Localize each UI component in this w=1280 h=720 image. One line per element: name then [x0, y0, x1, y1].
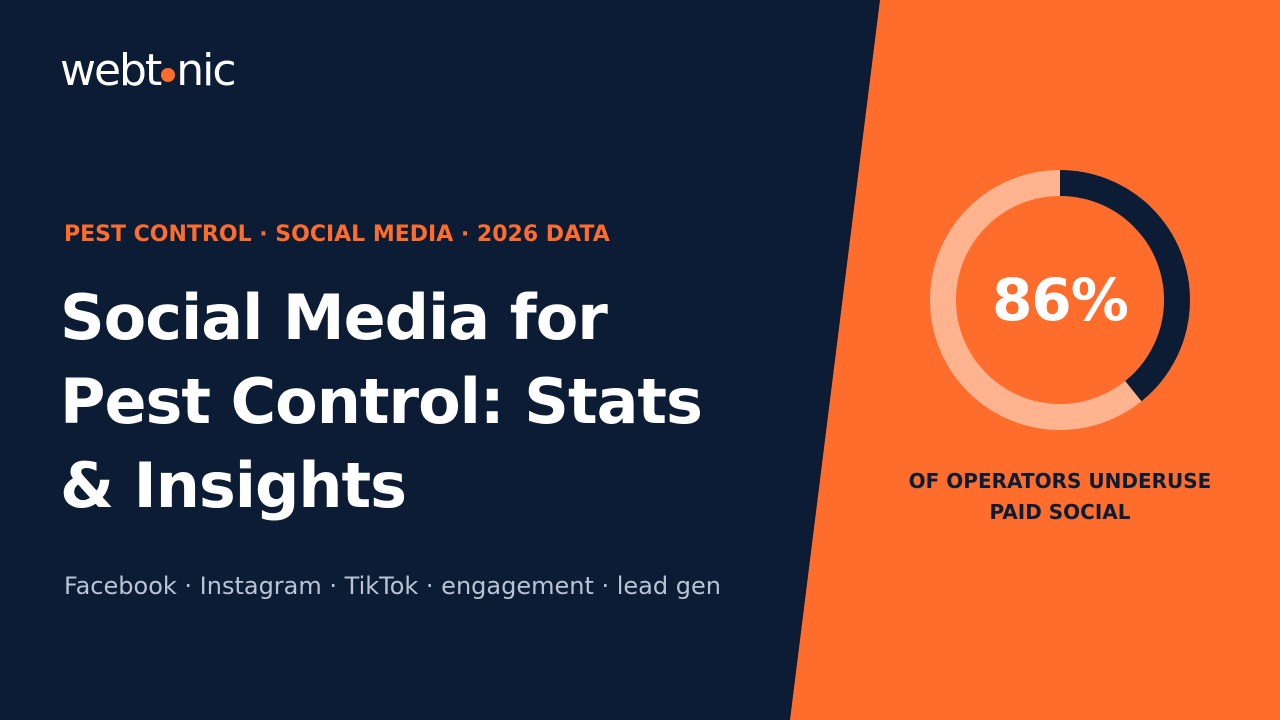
- stat-caption: OF OPERATORS UNDERUSE PAID SOCIAL: [900, 466, 1220, 528]
- stat-donut-chart: 86%: [930, 170, 1190, 430]
- title-line-3: & Insights: [60, 449, 407, 522]
- page-title: Social Media for Pest Control: Stats & I…: [60, 276, 760, 528]
- stat-value: 86%: [992, 266, 1129, 334]
- eyebrow-label: PEST CONTROL · SOCIAL MEDIA · 2026 DATA: [64, 222, 610, 247]
- title-line-2: Pest Control: Stats: [60, 365, 703, 438]
- stat-caption-line-1: OF OPERATORS UNDERUSE: [908, 469, 1212, 493]
- webtonic-logo[interactable]: webt nic: [60, 45, 237, 96]
- logo-dot-icon: [161, 68, 176, 82]
- donut-progress-arc: [930, 170, 1190, 430]
- title-line-1: Social Media for: [60, 281, 608, 354]
- topic-tags: Facebook · Instagram · TikTok · engageme…: [64, 572, 721, 600]
- donut-svg: [930, 170, 1190, 430]
- stat-caption-line-2: PAID SOCIAL: [989, 500, 1131, 524]
- logo-text-start: webt: [60, 45, 162, 96]
- logo-text-end: nic: [176, 45, 236, 96]
